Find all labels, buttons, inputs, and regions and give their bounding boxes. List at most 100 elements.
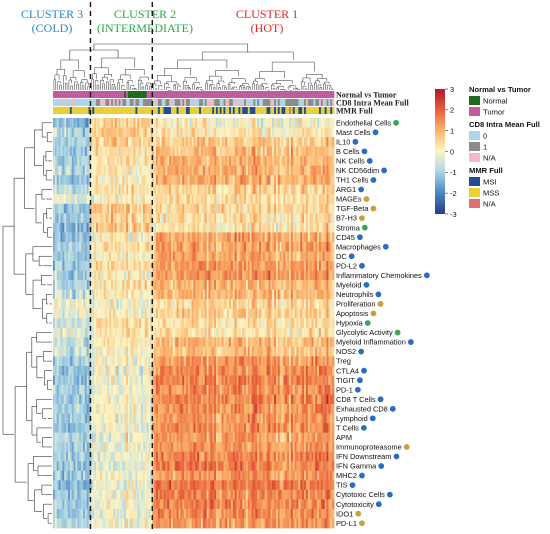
heatmap-cell	[86, 222, 89, 233]
heatmap-cell	[328, 308, 331, 319]
heatmap-cell	[86, 232, 89, 243]
heatmap-cell	[202, 308, 206, 319]
heatmap-cell	[245, 318, 249, 329]
heatmap-cell	[215, 318, 219, 329]
heatmap-cell	[249, 261, 252, 271]
heatmap-cell	[215, 346, 219, 357]
heatmap-cell	[118, 261, 121, 271]
track-mmr-cell	[260, 107, 264, 114]
heatmap-cell	[172, 318, 176, 329]
heatmap-cell	[322, 299, 325, 310]
track-normal-vs-tumor-cell	[195, 91, 198, 98]
heatmap-cell	[227, 213, 230, 224]
heatmap-cell	[96, 118, 99, 128]
heatmap-cell	[281, 327, 284, 338]
heatmap-cell	[319, 251, 322, 262]
heatmap-cell	[167, 308, 170, 319]
heatmap-cell	[111, 261, 114, 271]
heatmap-cell	[191, 165, 194, 176]
heatmap-cell	[105, 118, 108, 128]
track-cd8-cell	[274, 99, 277, 106]
heatmap-cell	[53, 127, 56, 138]
heatmap-cell	[212, 241, 215, 252]
heatmap-cell	[215, 251, 219, 262]
heatmap-cell	[290, 165, 294, 176]
heatmap-cell	[144, 280, 148, 290]
heatmap-cell	[137, 203, 140, 214]
heatmap-cell	[330, 270, 333, 281]
heatmap-cell	[154, 346, 157, 357]
heatmap-cell	[232, 118, 236, 128]
heatmap-cell	[251, 251, 254, 262]
heatmap-cell	[69, 251, 73, 262]
heatmap-cell	[199, 184, 202, 195]
heatmap-cell	[305, 194, 309, 205]
track-normal-vs-tumor-cell	[109, 91, 112, 98]
heatmap-cell	[174, 118, 177, 128]
heatmap-cell	[176, 137, 179, 147]
heatmap-cell	[105, 184, 108, 195]
heatmap-cell	[238, 251, 241, 262]
heatmap-cell	[137, 118, 140, 128]
heatmap-cell	[300, 127, 303, 138]
heatmap-cell	[309, 270, 312, 281]
heatmap-cell	[313, 299, 316, 310]
heatmap-cell	[234, 251, 237, 262]
heatmap-cell	[260, 261, 264, 271]
heatmap-cell	[105, 146, 108, 157]
heatmap-cell	[304, 289, 307, 300]
heatmap-cell	[137, 146, 140, 157]
heatmap-cell	[114, 346, 118, 357]
track-normal-vs-tumor-cell	[266, 91, 269, 98]
track-mmr-cell	[264, 107, 267, 114]
heatmap-cell	[195, 308, 198, 319]
heatmap-cell	[56, 270, 59, 281]
heatmap-cell	[317, 337, 320, 348]
heatmap-cell	[214, 318, 217, 329]
heatmap-cell	[320, 261, 324, 271]
track-cd8-cell	[257, 99, 260, 106]
heatmap-cell	[131, 146, 134, 157]
track-mmr-cell	[184, 107, 187, 114]
heatmap-cell	[131, 203, 134, 214]
heatmap-cell	[217, 232, 221, 243]
heatmap-cell	[157, 232, 161, 243]
heatmap-cell	[97, 222, 101, 233]
heatmap-cell	[159, 127, 162, 138]
heatmap-cell	[315, 241, 318, 252]
heatmap-cell	[111, 175, 114, 186]
heatmap-cell	[73, 251, 76, 262]
heatmap-cell	[294, 184, 297, 195]
heatmap-cell	[75, 327, 78, 338]
track-mmr-cell	[67, 107, 71, 114]
heatmap-cell	[249, 184, 252, 195]
heatmap-cell	[215, 175, 219, 186]
heatmap-cell	[229, 213, 232, 224]
heatmap-cell	[99, 280, 103, 290]
heatmap-cell	[64, 280, 67, 290]
heatmap-cell	[71, 127, 74, 138]
heatmap-cell	[275, 241, 279, 252]
heatmap-cell	[62, 241, 65, 252]
heatmap-cell	[97, 270, 101, 281]
heatmap-cell	[294, 165, 297, 176]
track-normal-vs-tumor-cell	[304, 91, 307, 98]
heatmap-cell	[88, 118, 91, 128]
heatmap-cell	[82, 156, 86, 167]
track-mmr-cell	[279, 107, 282, 114]
heatmap-cell	[60, 308, 63, 319]
heatmap-cell	[319, 146, 322, 157]
heatmap-cell	[109, 146, 112, 157]
heatmap-cell	[262, 251, 266, 262]
heatmap-cell	[101, 127, 104, 138]
heatmap-cell	[309, 261, 312, 271]
heatmap-cell	[268, 270, 271, 281]
heatmap-cell	[176, 165, 179, 176]
heatmap-cell	[84, 356, 88, 367]
track-normal-vs-tumor-cell	[332, 91, 335, 98]
heatmap-cell	[264, 222, 267, 233]
track-mmr-cell	[133, 107, 136, 114]
heatmap-cell	[262, 156, 266, 167]
heatmap-cell	[71, 270, 74, 281]
track-normal-vs-tumor-cell	[84, 91, 88, 98]
